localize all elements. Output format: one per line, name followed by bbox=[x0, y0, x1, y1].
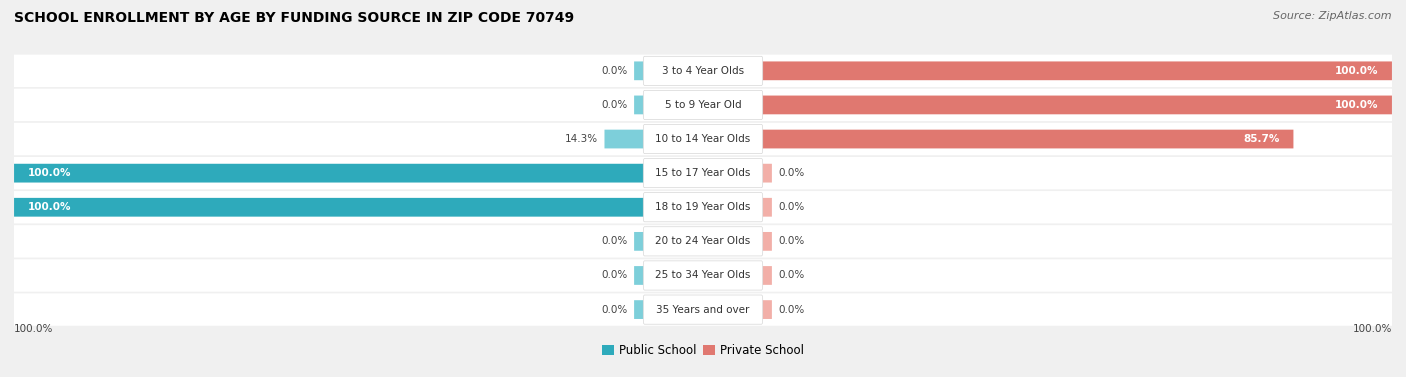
Text: 100.0%: 100.0% bbox=[1334, 100, 1378, 110]
FancyBboxPatch shape bbox=[14, 293, 1392, 326]
Text: 0.0%: 0.0% bbox=[779, 270, 806, 280]
FancyBboxPatch shape bbox=[643, 124, 763, 153]
FancyBboxPatch shape bbox=[703, 232, 772, 251]
Text: 0.0%: 0.0% bbox=[600, 305, 627, 314]
Text: 10 to 14 Year Olds: 10 to 14 Year Olds bbox=[655, 134, 751, 144]
FancyBboxPatch shape bbox=[703, 130, 1294, 149]
Text: 100.0%: 100.0% bbox=[1334, 66, 1378, 76]
FancyBboxPatch shape bbox=[643, 90, 763, 120]
FancyBboxPatch shape bbox=[14, 123, 1392, 155]
FancyBboxPatch shape bbox=[634, 95, 703, 114]
Text: 14.3%: 14.3% bbox=[564, 134, 598, 144]
FancyBboxPatch shape bbox=[14, 55, 1392, 87]
Text: 0.0%: 0.0% bbox=[600, 100, 627, 110]
FancyBboxPatch shape bbox=[14, 225, 1392, 257]
Legend: Public School, Private School: Public School, Private School bbox=[602, 344, 804, 357]
Text: 35 Years and over: 35 Years and over bbox=[657, 305, 749, 314]
FancyBboxPatch shape bbox=[643, 193, 763, 222]
FancyBboxPatch shape bbox=[14, 191, 1392, 224]
Text: 0.0%: 0.0% bbox=[600, 66, 627, 76]
FancyBboxPatch shape bbox=[605, 130, 703, 149]
Text: 0.0%: 0.0% bbox=[779, 168, 806, 178]
FancyBboxPatch shape bbox=[634, 266, 703, 285]
Text: 25 to 34 Year Olds: 25 to 34 Year Olds bbox=[655, 270, 751, 280]
Text: 100.0%: 100.0% bbox=[28, 168, 72, 178]
FancyBboxPatch shape bbox=[634, 232, 703, 251]
Text: 20 to 24 Year Olds: 20 to 24 Year Olds bbox=[655, 236, 751, 247]
Text: 0.0%: 0.0% bbox=[779, 305, 806, 314]
Text: 0.0%: 0.0% bbox=[779, 202, 806, 212]
FancyBboxPatch shape bbox=[14, 164, 703, 182]
Text: 85.7%: 85.7% bbox=[1243, 134, 1279, 144]
Text: 100.0%: 100.0% bbox=[1353, 324, 1392, 334]
Text: 5 to 9 Year Old: 5 to 9 Year Old bbox=[665, 100, 741, 110]
FancyBboxPatch shape bbox=[14, 89, 1392, 121]
FancyBboxPatch shape bbox=[703, 266, 772, 285]
FancyBboxPatch shape bbox=[643, 261, 763, 290]
FancyBboxPatch shape bbox=[14, 198, 703, 217]
Text: 3 to 4 Year Olds: 3 to 4 Year Olds bbox=[662, 66, 744, 76]
FancyBboxPatch shape bbox=[643, 159, 763, 188]
Text: 100.0%: 100.0% bbox=[28, 202, 72, 212]
Text: 0.0%: 0.0% bbox=[600, 270, 627, 280]
FancyBboxPatch shape bbox=[703, 198, 772, 217]
FancyBboxPatch shape bbox=[14, 157, 1392, 189]
Text: 18 to 19 Year Olds: 18 to 19 Year Olds bbox=[655, 202, 751, 212]
FancyBboxPatch shape bbox=[703, 164, 772, 182]
FancyBboxPatch shape bbox=[703, 300, 772, 319]
Text: 0.0%: 0.0% bbox=[779, 236, 806, 247]
FancyBboxPatch shape bbox=[634, 300, 703, 319]
FancyBboxPatch shape bbox=[634, 61, 703, 80]
FancyBboxPatch shape bbox=[643, 227, 763, 256]
FancyBboxPatch shape bbox=[643, 56, 763, 86]
Text: Source: ZipAtlas.com: Source: ZipAtlas.com bbox=[1274, 11, 1392, 21]
FancyBboxPatch shape bbox=[703, 61, 1392, 80]
Text: 0.0%: 0.0% bbox=[600, 236, 627, 247]
Text: 100.0%: 100.0% bbox=[14, 324, 53, 334]
Text: SCHOOL ENROLLMENT BY AGE BY FUNDING SOURCE IN ZIP CODE 70749: SCHOOL ENROLLMENT BY AGE BY FUNDING SOUR… bbox=[14, 11, 574, 25]
Text: 15 to 17 Year Olds: 15 to 17 Year Olds bbox=[655, 168, 751, 178]
FancyBboxPatch shape bbox=[703, 95, 1392, 114]
FancyBboxPatch shape bbox=[643, 295, 763, 324]
FancyBboxPatch shape bbox=[14, 259, 1392, 292]
